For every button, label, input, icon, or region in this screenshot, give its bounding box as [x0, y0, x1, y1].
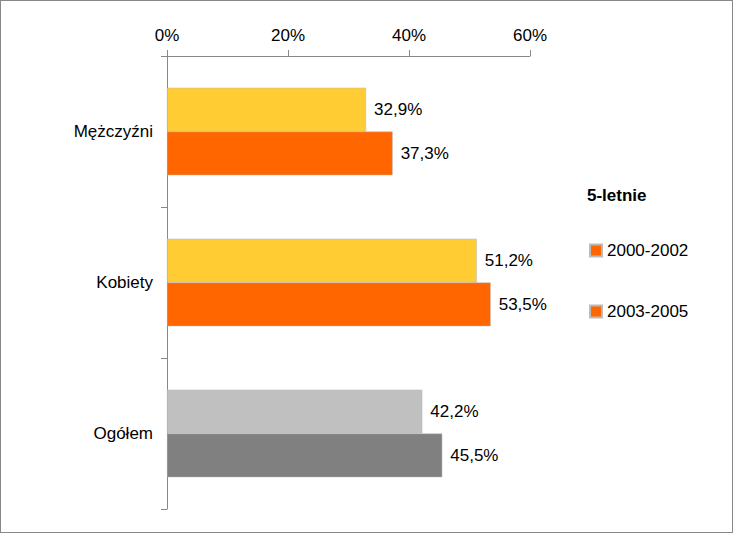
svg-text:40%: 40%: [392, 26, 426, 45]
svg-text:5-letnie: 5-letnie: [587, 186, 647, 205]
svg-text:42,2%: 42,2%: [430, 402, 478, 421]
svg-text:20%: 20%: [271, 26, 305, 45]
svg-text:53,5%: 53,5%: [499, 295, 547, 314]
svg-text:51,2%: 51,2%: [485, 251, 533, 270]
svg-text:45,5%: 45,5%: [450, 446, 498, 465]
svg-text:Ogółem: Ogółem: [93, 424, 153, 443]
svg-text:2000-2002: 2000-2002: [607, 241, 688, 260]
svg-text:60%: 60%: [513, 26, 547, 45]
svg-text:2003-2005: 2003-2005: [607, 302, 688, 321]
svg-text:Kobiety: Kobiety: [96, 273, 153, 292]
svg-text:Mężczyźni: Mężczyźni: [74, 122, 153, 141]
svg-text:0%: 0%: [155, 26, 180, 45]
svg-text:32,9%: 32,9%: [374, 100, 422, 119]
svg-text:37,3%: 37,3%: [401, 144, 449, 163]
